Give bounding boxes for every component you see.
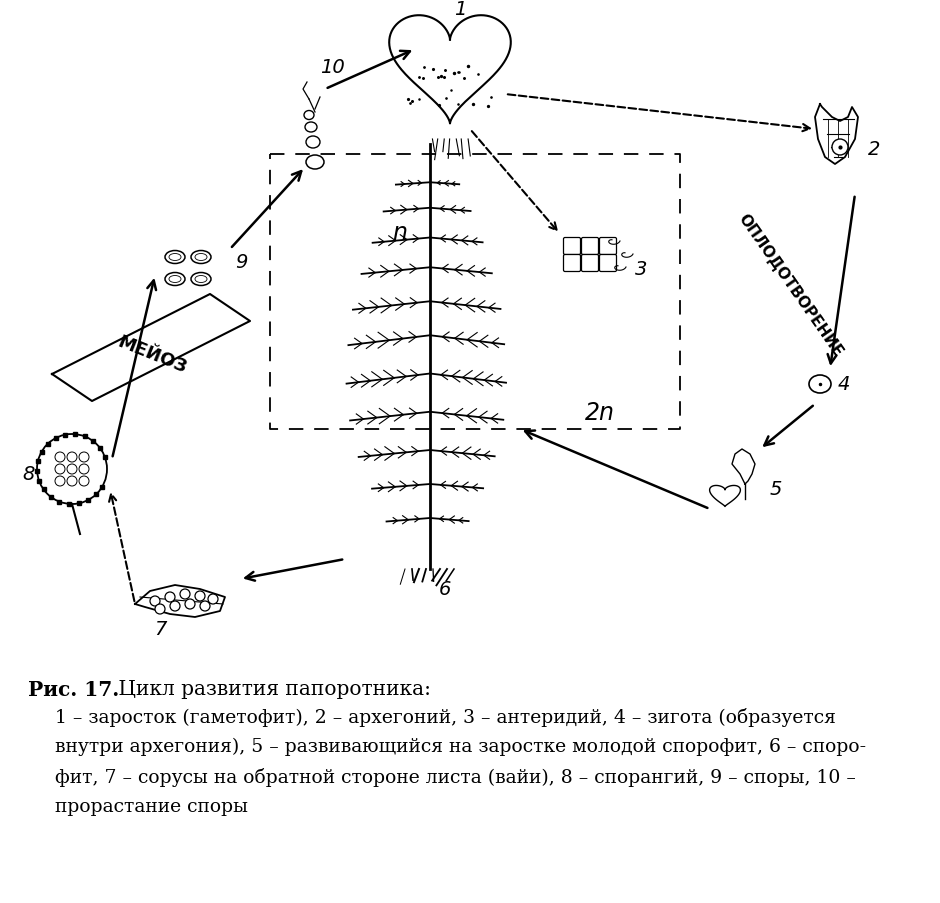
Polygon shape: [815, 105, 858, 165]
Ellipse shape: [305, 123, 317, 133]
Ellipse shape: [809, 376, 831, 394]
Polygon shape: [389, 16, 510, 125]
Circle shape: [170, 601, 180, 611]
Text: 9: 9: [235, 253, 247, 272]
Circle shape: [185, 600, 195, 610]
Ellipse shape: [195, 255, 207, 261]
Text: 5: 5: [770, 479, 782, 498]
Circle shape: [180, 590, 190, 600]
Polygon shape: [732, 450, 755, 485]
Circle shape: [155, 604, 165, 614]
Circle shape: [67, 477, 77, 487]
Polygon shape: [710, 486, 741, 507]
Circle shape: [208, 594, 218, 604]
FancyBboxPatch shape: [600, 238, 617, 256]
Ellipse shape: [304, 111, 314, 120]
Text: 4: 4: [838, 375, 851, 394]
Circle shape: [832, 140, 848, 156]
Text: ОПЛОДОТВОРЕНИЕ: ОПЛОДОТВОРЕНИЕ: [735, 210, 845, 358]
Ellipse shape: [169, 276, 181, 284]
Ellipse shape: [169, 255, 181, 261]
Polygon shape: [52, 294, 250, 402]
Circle shape: [67, 464, 77, 474]
Text: Рис. 17.: Рис. 17.: [28, 679, 119, 699]
Circle shape: [37, 434, 107, 505]
FancyBboxPatch shape: [563, 238, 581, 256]
Ellipse shape: [306, 156, 324, 170]
Text: 3: 3: [635, 260, 648, 279]
FancyBboxPatch shape: [582, 256, 599, 272]
Text: внутри архегония), 5 – развивающийся на заростке молодой спорофит, 6 – споро-: внутри архегония), 5 – развивающийся на …: [55, 737, 866, 756]
Circle shape: [55, 477, 65, 487]
Text: фит, 7 – сорусы на обратной стороне листа (вайи), 8 – спорангий, 9 – споры, 10 –: фит, 7 – сорусы на обратной стороне лист…: [55, 768, 856, 787]
Text: 6: 6: [439, 580, 451, 599]
Circle shape: [195, 591, 205, 601]
Ellipse shape: [165, 251, 185, 265]
FancyBboxPatch shape: [600, 256, 617, 272]
Circle shape: [79, 464, 89, 474]
Circle shape: [79, 452, 89, 462]
Ellipse shape: [195, 276, 207, 284]
Circle shape: [55, 464, 65, 474]
Text: Цикл развития папоротника:: Цикл развития папоротника:: [112, 679, 431, 698]
Circle shape: [67, 452, 77, 462]
Circle shape: [150, 596, 160, 606]
Circle shape: [79, 477, 89, 487]
Ellipse shape: [306, 137, 320, 149]
Text: МЕЙОЗ: МЕЙОЗ: [115, 332, 189, 377]
Text: прорастание споры: прорастание споры: [55, 797, 248, 815]
Text: 7: 7: [154, 619, 166, 638]
FancyBboxPatch shape: [563, 256, 581, 272]
Polygon shape: [135, 585, 225, 618]
Circle shape: [165, 592, 175, 602]
Text: 2n: 2n: [585, 401, 615, 424]
Text: 2: 2: [868, 140, 881, 159]
Text: 1: 1: [454, 0, 466, 19]
Text: 8: 8: [22, 464, 35, 483]
Circle shape: [55, 452, 65, 462]
Text: 1 – заросток (гаметофит), 2 – архегоний, 3 – антеридий, 4 – зигота (образуется: 1 – заросток (гаметофит), 2 – архегоний,…: [55, 707, 836, 726]
Ellipse shape: [191, 251, 211, 265]
Circle shape: [200, 601, 210, 611]
Ellipse shape: [191, 274, 211, 286]
Text: n: n: [393, 220, 408, 245]
Text: 10: 10: [320, 58, 345, 77]
FancyBboxPatch shape: [582, 238, 599, 256]
Ellipse shape: [165, 274, 185, 286]
